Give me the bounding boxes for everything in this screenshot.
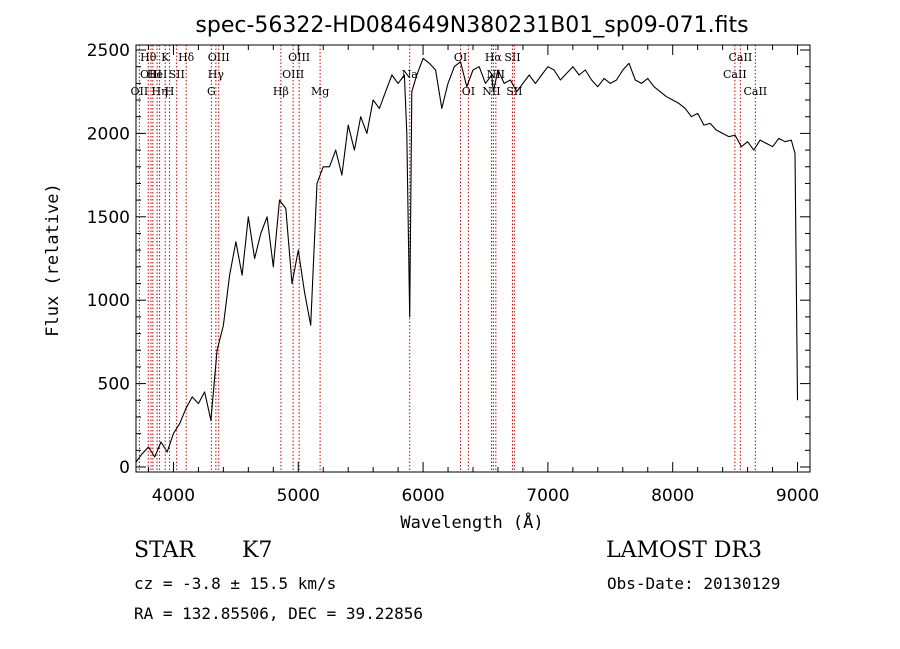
line-label-9-0: Hδ	[178, 51, 195, 64]
line-label-11-0: Hγ	[208, 68, 225, 81]
axes: 4000 5000 6000 7000 8000 9000 0 500 1000 1500 2000…	[87, 41, 819, 506]
x-axis-label: Wavelength (Å)	[400, 511, 543, 533]
y-tick-label-2000: 2000	[87, 124, 130, 144]
x-tick-label-7000: 7000	[526, 486, 569, 506]
y-tick-label-1500: 1500	[87, 208, 130, 228]
line-label-2-0: OIII	[140, 68, 162, 81]
chart-title: spec-56322-HD084649N380231B01_sp09-071.f…	[195, 13, 748, 38]
line-label-10-0: G	[207, 85, 216, 98]
line-label-6-0: K	[161, 51, 170, 64]
x-tick-label-5000: 5000	[277, 486, 320, 506]
y-tick-label-0: 0	[119, 458, 130, 478]
x-tick-label-4000: 4000	[152, 486, 195, 506]
line-label-20-0: NII	[482, 85, 500, 98]
redshift-readout: cz = -3.8 ± 15.5 km/s	[134, 574, 337, 593]
line-label-4-0: HeI	[147, 68, 167, 81]
class-type: STAR	[134, 538, 195, 563]
line-label-7-0: H	[165, 85, 175, 98]
line-label-23-0: SII	[504, 51, 520, 64]
subclass: K7	[242, 538, 273, 563]
line-label-17-0: Na	[402, 68, 419, 81]
line-label-8-0: SII	[169, 68, 185, 81]
obs-date: Obs-Date: 20130129	[607, 574, 781, 593]
line-label-26-0: CaII	[729, 51, 753, 64]
x-tick-label-8000: 8000	[651, 486, 694, 506]
y-tick-label-500: 500	[98, 375, 130, 395]
x-tick-label-6000: 6000	[401, 486, 444, 506]
line-label-0-0: OII	[131, 85, 149, 98]
line-label-13-0: Hβ	[273, 85, 289, 98]
coordinates: RA = 132.85506, DEC = 39.22856	[134, 604, 423, 623]
series-layer	[135, 57, 799, 463]
survey-name: LAMOST DR3	[606, 538, 762, 563]
line-label-1-0: Hθ	[140, 51, 157, 64]
series-line-0	[135, 57, 799, 463]
plot-frame	[135, 44, 811, 473]
line-label-24-0: SII	[506, 85, 522, 98]
y-tick-label-2500: 2500	[87, 41, 130, 61]
y-axis-label: Flux (relative)	[43, 183, 63, 337]
line-label-25-0: CaII	[723, 68, 747, 81]
line-label-16-0: Mg	[311, 85, 329, 98]
x-tick-label-9000: 9000	[776, 486, 819, 506]
y-tick-label-1000: 1000	[87, 291, 130, 311]
line-label-22-0: NII	[487, 68, 505, 81]
line-label-19-0: OI	[462, 85, 475, 98]
line-label-15-0: OIII	[288, 51, 310, 64]
line-label-14-0: OIII	[282, 68, 304, 81]
line-label-21-0: Hα	[485, 51, 503, 64]
line-label-12-0: OIII	[208, 51, 230, 64]
line-label-5-0: Hη	[151, 85, 167, 98]
line-label-18-0: OI	[454, 51, 467, 64]
line-label-27-0: CaII	[743, 85, 767, 98]
spectral-line-markers	[138, 45, 756, 472]
line-labels: OIIHθOIIIHeIHηKHSIIHδGHγOIIIHβOIIIOIIIMg…	[131, 51, 768, 98]
